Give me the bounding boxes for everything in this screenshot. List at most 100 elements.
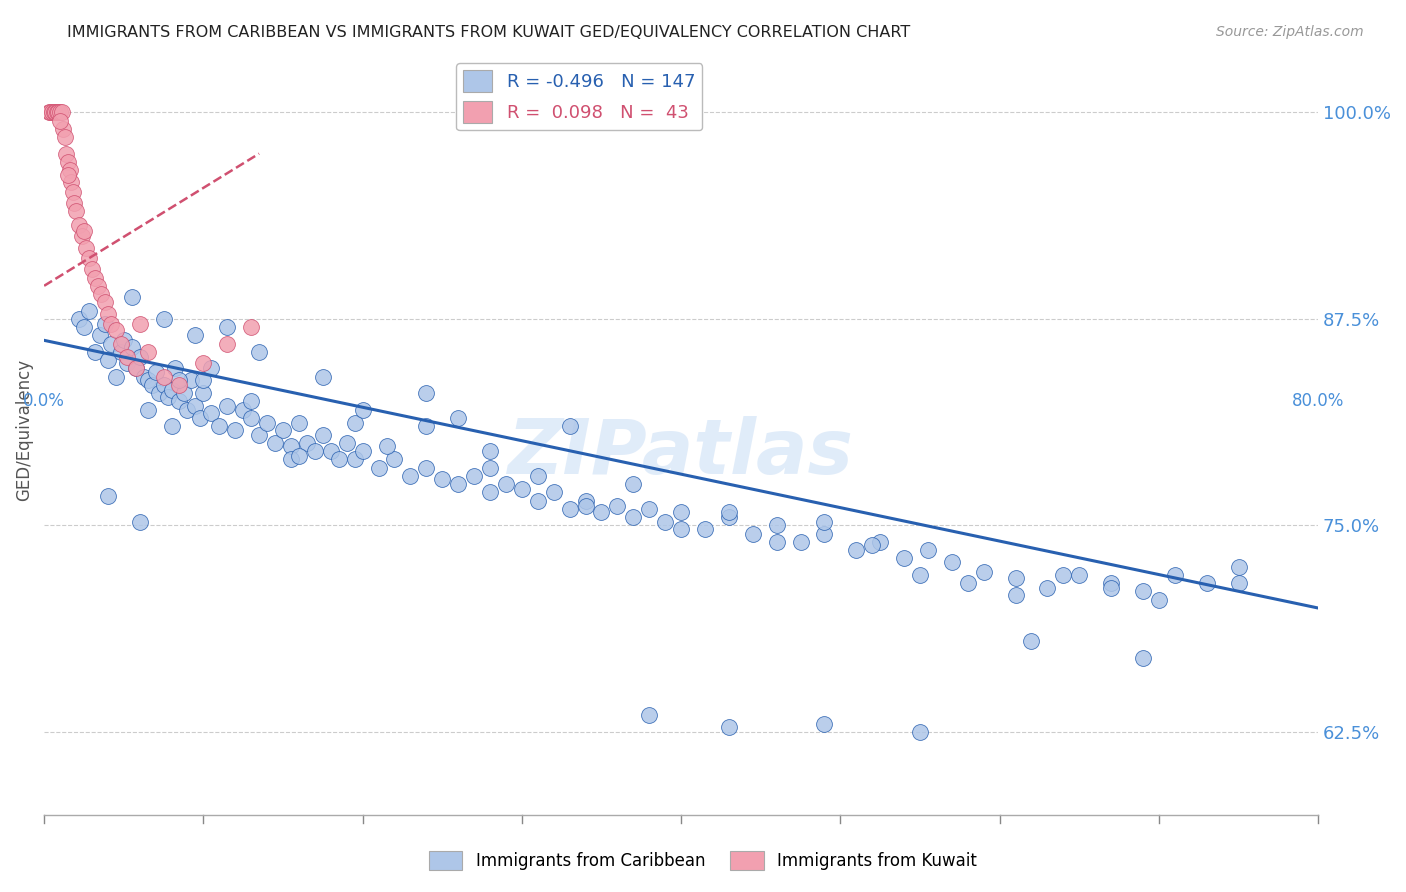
Point <box>384 452 406 467</box>
Point <box>399 468 422 483</box>
Point <box>813 515 835 529</box>
Point <box>115 356 138 370</box>
Point <box>1132 650 1154 665</box>
Point <box>479 485 502 500</box>
Point <box>180 373 202 387</box>
Point <box>893 551 915 566</box>
Point <box>160 383 183 397</box>
Point <box>157 390 180 404</box>
Point <box>89 328 111 343</box>
Point <box>717 505 740 519</box>
Point <box>52 121 75 136</box>
Point <box>1147 592 1170 607</box>
Point <box>84 345 107 359</box>
Point <box>574 493 596 508</box>
Point <box>447 411 470 425</box>
Point <box>134 369 156 384</box>
Point <box>100 317 122 331</box>
Point <box>591 505 613 519</box>
Point <box>163 361 186 376</box>
Point <box>312 427 335 442</box>
Point <box>184 400 207 414</box>
Point <box>638 501 661 516</box>
Point <box>39 105 62 120</box>
Point <box>148 386 170 401</box>
Point <box>200 361 222 376</box>
Point <box>479 444 502 458</box>
Point <box>45 105 67 120</box>
Point <box>247 427 270 442</box>
Point <box>75 241 97 255</box>
Point <box>65 204 87 219</box>
Point <box>136 373 159 387</box>
Point <box>188 411 211 425</box>
Point <box>343 416 366 430</box>
Point <box>343 452 366 467</box>
Point <box>44 105 66 120</box>
Point <box>1069 568 1091 582</box>
Point <box>128 350 150 364</box>
Point <box>669 522 692 536</box>
Point <box>1132 584 1154 599</box>
Point <box>717 720 740 734</box>
Point <box>77 303 100 318</box>
Point <box>941 555 963 569</box>
Point <box>1021 634 1043 648</box>
Point <box>193 386 215 401</box>
Point <box>295 435 318 450</box>
Point <box>152 311 174 326</box>
Point <box>271 423 294 437</box>
Point <box>169 373 191 387</box>
Point <box>654 515 676 529</box>
Point <box>60 175 83 189</box>
Point <box>200 406 222 420</box>
Point <box>80 262 103 277</box>
Point <box>110 345 132 359</box>
Point <box>432 472 454 486</box>
Point <box>264 435 287 450</box>
Point <box>463 468 485 483</box>
Text: ZIPatlas: ZIPatlas <box>508 417 853 491</box>
Point <box>141 378 163 392</box>
Point <box>112 334 135 348</box>
Point <box>336 435 359 450</box>
Point <box>169 394 191 409</box>
Point <box>145 365 167 379</box>
Point <box>447 477 470 491</box>
Point <box>49 113 72 128</box>
Point <box>136 402 159 417</box>
Point <box>973 565 995 579</box>
Legend: R = -0.496   N = 147, R =  0.098   N =  43: R = -0.496 N = 147, R = 0.098 N = 43 <box>456 63 703 130</box>
Point <box>125 361 148 376</box>
Point <box>73 320 96 334</box>
Point <box>240 320 263 334</box>
Text: 0.0%: 0.0% <box>22 392 65 410</box>
Point <box>121 340 143 354</box>
Point <box>136 345 159 359</box>
Point <box>765 535 787 549</box>
Point <box>67 311 90 326</box>
Point <box>527 493 550 508</box>
Point <box>765 518 787 533</box>
Point <box>217 400 239 414</box>
Point <box>87 278 110 293</box>
Point <box>62 185 84 199</box>
Point <box>669 505 692 519</box>
Point <box>741 526 763 541</box>
Point <box>128 515 150 529</box>
Point <box>717 510 740 524</box>
Point <box>558 419 581 434</box>
Point <box>240 411 263 425</box>
Point <box>574 499 596 513</box>
Point <box>1099 576 1122 591</box>
Point <box>367 460 389 475</box>
Point <box>621 477 644 491</box>
Point <box>193 356 215 370</box>
Point <box>77 251 100 265</box>
Point <box>176 402 198 417</box>
Point <box>128 317 150 331</box>
Point <box>543 485 565 500</box>
Point <box>638 708 661 723</box>
Point <box>352 444 374 458</box>
Point <box>527 468 550 483</box>
